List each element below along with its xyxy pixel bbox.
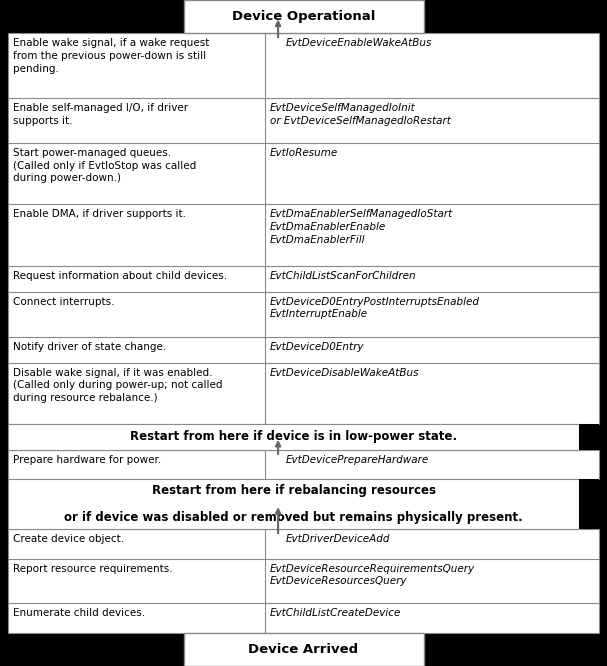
Bar (8, 529, 599, 633)
Text: EvtDeviceDisableWakeAtBus: EvtDeviceDisableWakeAtBus (270, 368, 419, 378)
Bar (8, 450, 599, 480)
Text: Enumerate child devices.: Enumerate child devices. (13, 609, 145, 619)
Text: Device Arrived: Device Arrived (248, 643, 359, 656)
Text: Enable self-managed I/O, if driver
supports it.: Enable self-managed I/O, if driver suppo… (13, 103, 188, 126)
Text: EvtDriverDeviceAdd: EvtDriverDeviceAdd (286, 534, 390, 544)
Text: EvtDeviceResourceRequirementsQuery
EvtDeviceResourcesQuery: EvtDeviceResourceRequirementsQuery EvtDe… (270, 563, 475, 586)
Text: EvtDeviceSelfManagedIoInit
or EvtDeviceSelfManagedIoRestart: EvtDeviceSelfManagedIoInit or EvtDeviceS… (270, 103, 451, 126)
Text: Create device object.: Create device object. (13, 534, 124, 544)
Bar (8, 480, 579, 529)
Text: Notify driver of state change.: Notify driver of state change. (13, 342, 166, 352)
Bar (183, 633, 424, 666)
Text: EvtDeviceEnableWakeAtBus: EvtDeviceEnableWakeAtBus (286, 38, 432, 48)
Bar (8, 33, 599, 424)
Text: Prepare hardware for power.: Prepare hardware for power. (13, 455, 161, 465)
Text: Report resource requirements.: Report resource requirements. (13, 563, 172, 573)
Text: Restart from here if rebalancing resources: Restart from here if rebalancing resourc… (152, 484, 435, 498)
Text: EvtDmaEnablerSelfManagedIoStart
EvtDmaEnablerEnable
EvtDmaEnablerFill: EvtDmaEnablerSelfManagedIoStart EvtDmaEn… (270, 209, 453, 245)
Text: EvtIoResume: EvtIoResume (270, 148, 338, 158)
Text: EvtDeviceD0EntryPostInterruptsEnabled
EvtInterruptEnable: EvtDeviceD0EntryPostInterruptsEnabled Ev… (270, 296, 480, 320)
Bar (183, 0, 424, 33)
Text: or if device was disabled or removed but remains physically present.: or if device was disabled or removed but… (64, 511, 523, 524)
Text: Enable DMA, if driver supports it.: Enable DMA, if driver supports it. (13, 209, 186, 219)
Bar (8, 424, 579, 450)
Bar (579, 424, 599, 450)
Text: EvtChildListCreateDevice: EvtChildListCreateDevice (270, 609, 401, 619)
Text: EvtChildListScanForChildren: EvtChildListScanForChildren (270, 270, 417, 280)
Text: Device Operational: Device Operational (232, 10, 375, 23)
Bar (579, 480, 599, 529)
Text: Disable wake signal, if it was enabled.
(Called only during power-up; not called: Disable wake signal, if it was enabled. … (13, 368, 223, 403)
Text: EvtDeviceD0Entry: EvtDeviceD0Entry (270, 342, 365, 352)
Text: Enable wake signal, if a wake request
from the previous power-down is still
pend: Enable wake signal, if a wake request fr… (13, 38, 209, 74)
Text: Request information about child devices.: Request information about child devices. (13, 270, 227, 280)
Text: Restart from here if device is in low-power state.: Restart from here if device is in low-po… (130, 430, 457, 444)
Text: Start power-managed queues.
(Called only if EvtIoStop was called
during power-do: Start power-managed queues. (Called only… (13, 148, 196, 183)
Text: EvtDevicePrepareHardware: EvtDevicePrepareHardware (286, 455, 429, 465)
Text: Connect interrupts.: Connect interrupts. (13, 296, 115, 306)
